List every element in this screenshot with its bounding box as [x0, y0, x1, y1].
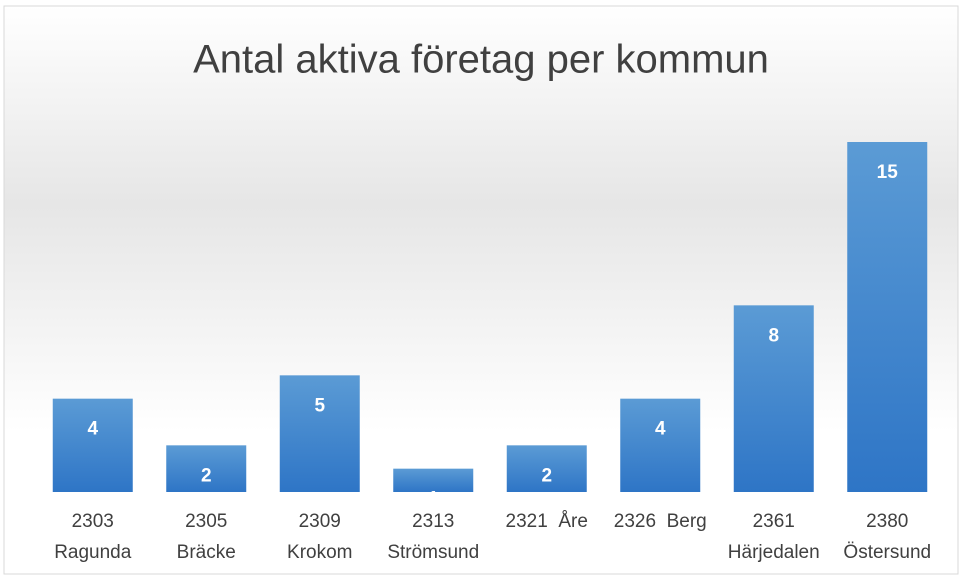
bar	[166, 445, 247, 492]
x-tick-label: 2303	[72, 511, 114, 532]
x-tick-label: Krokom	[287, 542, 352, 563]
data-label: 5	[314, 395, 325, 416]
data-label: 2	[201, 465, 212, 486]
x-tick-label: Bräcke	[177, 542, 236, 563]
bar	[847, 142, 928, 492]
x-tick-label: 2313	[412, 511, 454, 532]
x-tick-label: Östersund	[843, 542, 931, 563]
bar	[52, 398, 133, 492]
x-tick-label: 2361	[753, 511, 795, 532]
x-tick-label: Strömsund	[387, 542, 479, 563]
x-tick-label: 2309	[299, 511, 341, 532]
x-tick-label: Ragunda	[54, 542, 132, 563]
bar	[733, 305, 814, 492]
data-label: 1	[428, 489, 439, 510]
x-tick-label: 2321 Åre	[506, 511, 588, 532]
bar	[279, 375, 360, 492]
bar	[620, 398, 701, 492]
x-tick-label: Härjedalen	[728, 542, 820, 563]
data-label: 8	[768, 325, 779, 346]
x-tick-label: 2326 Berg	[614, 511, 707, 532]
bar	[506, 445, 587, 492]
data-label: 4	[655, 419, 666, 440]
data-label: 2	[541, 465, 552, 486]
x-tick-label: 2380	[866, 511, 908, 532]
x-tick-label: 2305	[185, 511, 227, 532]
bar	[393, 468, 474, 492]
data-label: 15	[877, 162, 899, 183]
data-label: 4	[87, 419, 98, 440]
chart-frame	[3, 5, 959, 575]
chart-title: Antal aktiva företag per kommun	[193, 38, 769, 82]
